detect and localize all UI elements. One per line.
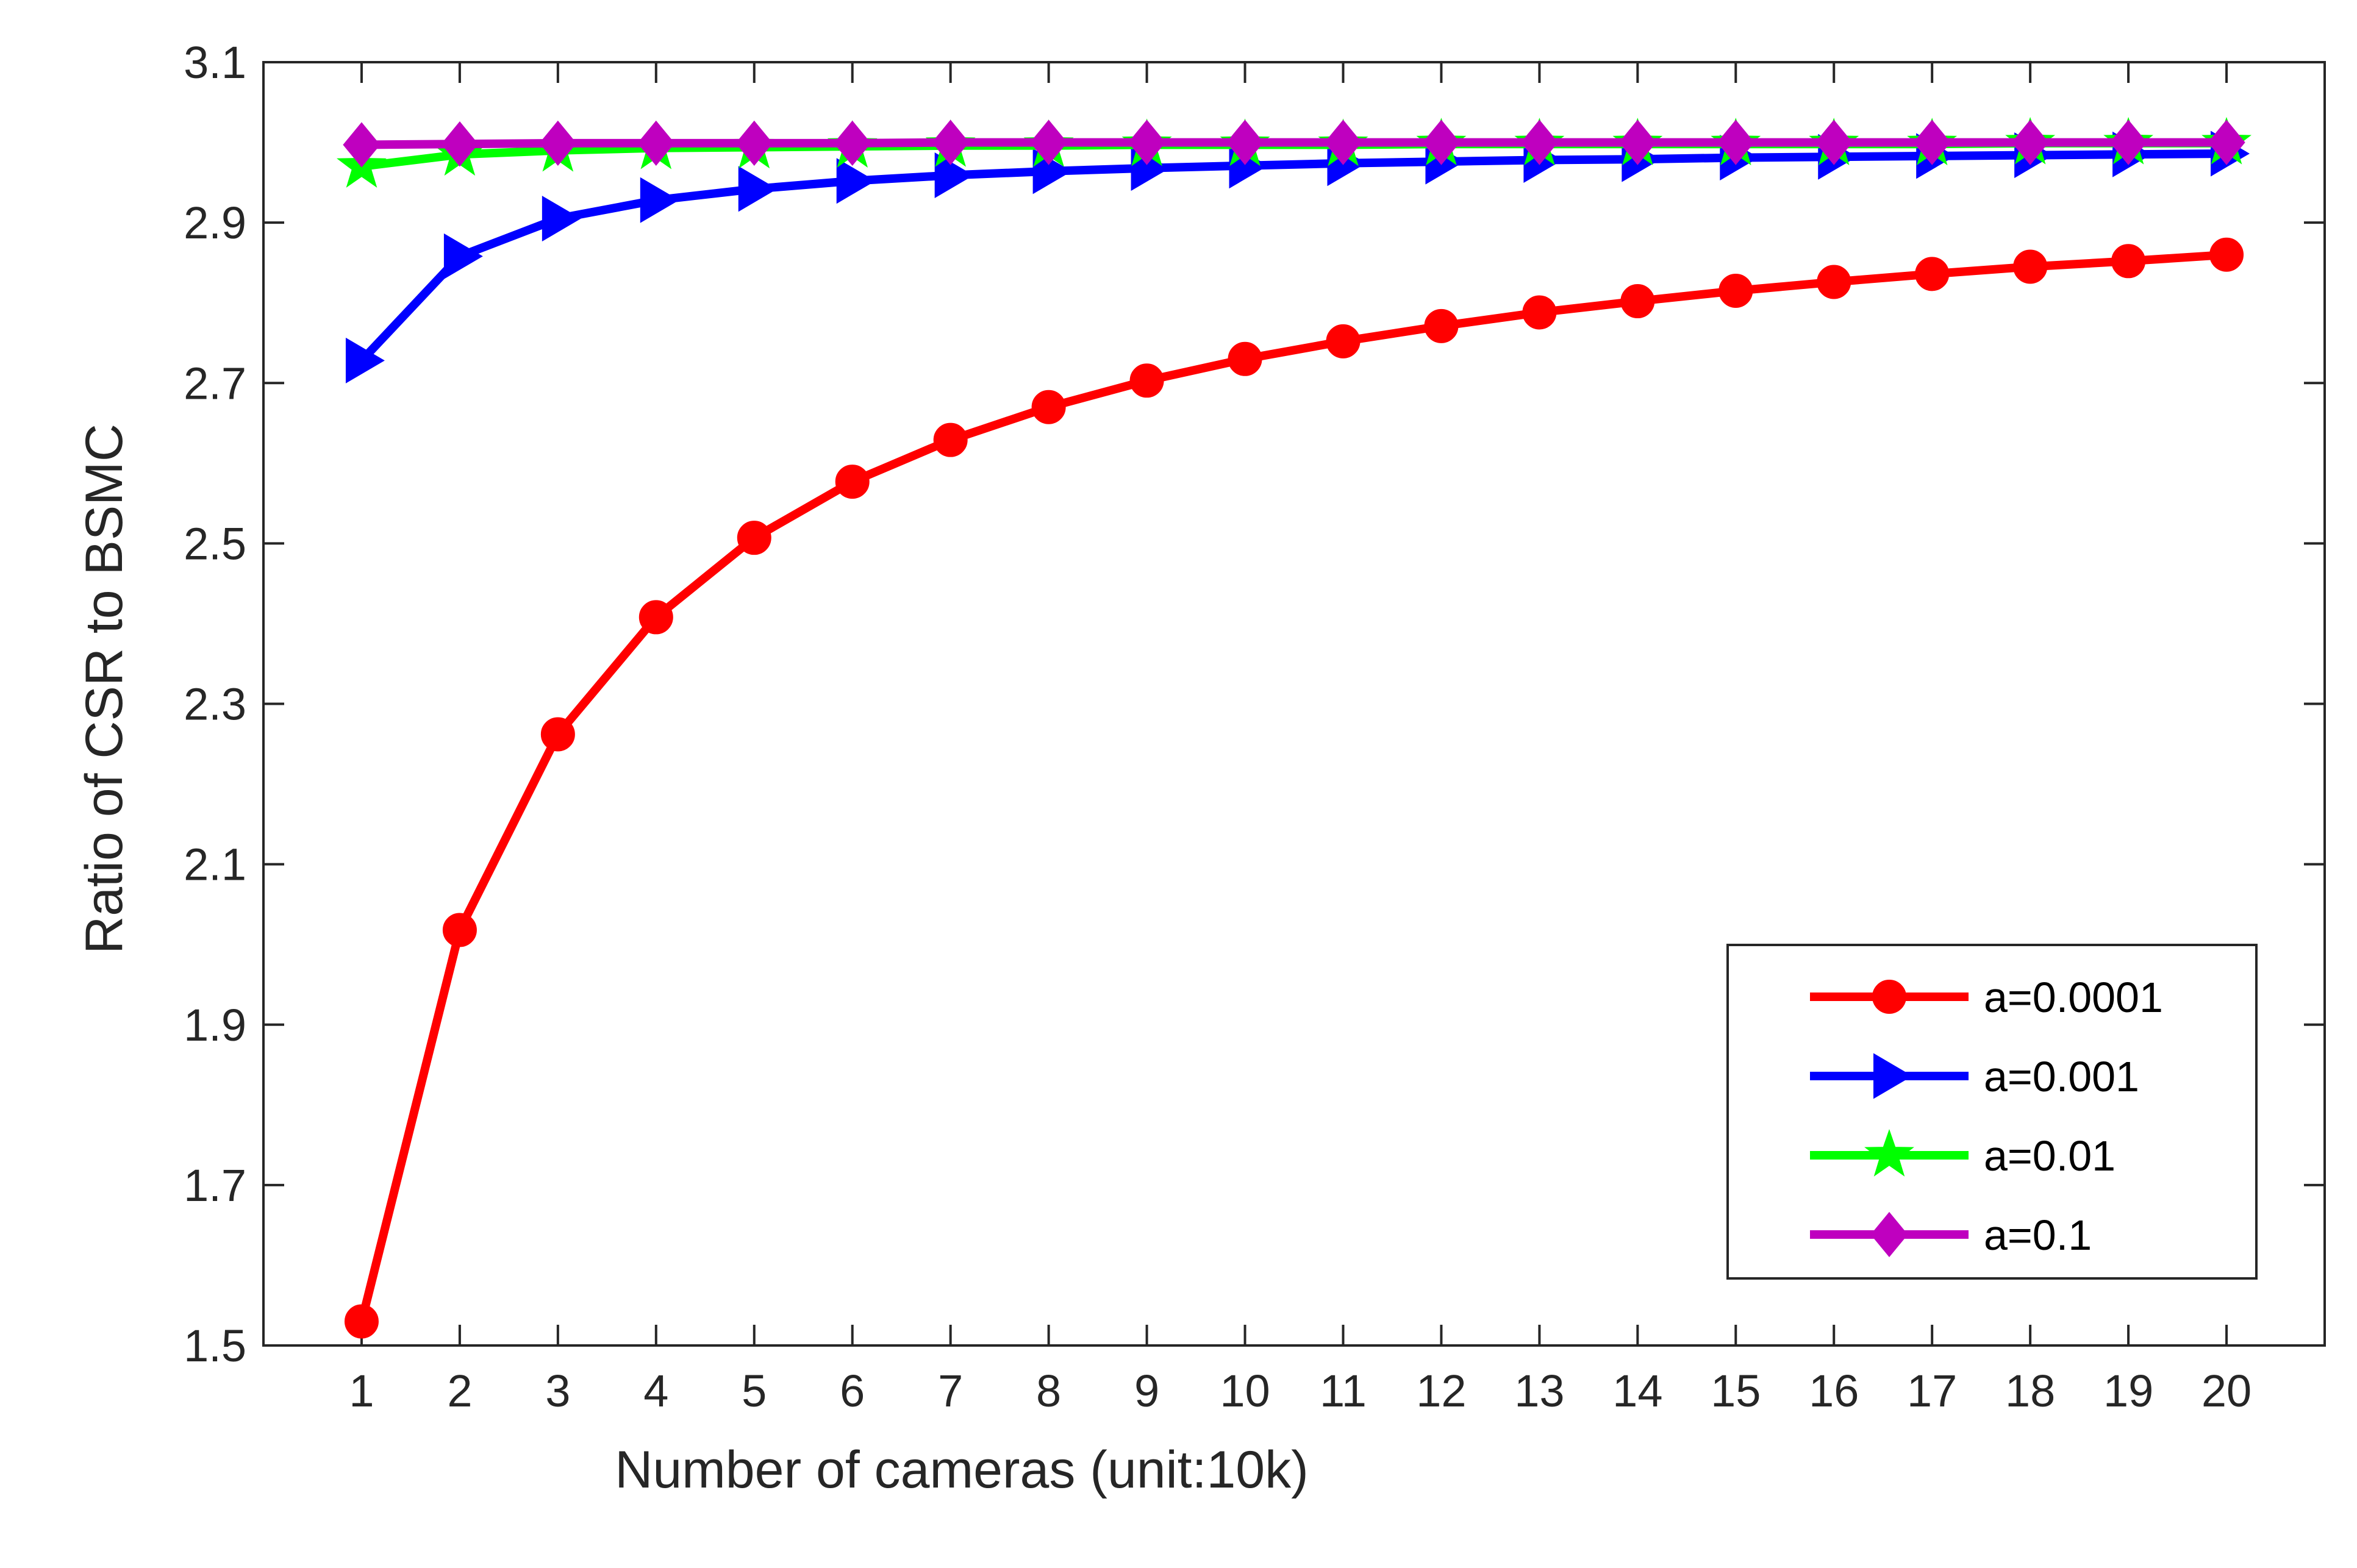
x-tick-label: 8	[1036, 1366, 1061, 1416]
x-tick-label: 16	[1809, 1366, 1859, 1416]
y-tick-label: 2.5	[184, 518, 246, 569]
y-tick-label: 2.9	[184, 198, 246, 248]
data-point-a=0.0001	[344, 1304, 379, 1339]
data-point-a=0.001	[640, 177, 679, 223]
x-tick-label: 19	[2103, 1366, 2153, 1416]
legend-entry: a=0.01	[1810, 1128, 2116, 1180]
data-point-a=0.1	[1030, 119, 1068, 165]
data-point-a=0.0001	[1817, 265, 1851, 299]
y-tick-label: 3.1	[184, 37, 246, 88]
data-point-a=0.1	[343, 122, 381, 168]
data-point-a=0.1	[1422, 119, 1461, 165]
data-point-a=0.1	[1520, 119, 1558, 165]
x-tick-label: 13	[1514, 1366, 1564, 1416]
data-point-a=0.0001	[2209, 237, 2244, 272]
y-tick-label: 1.9	[184, 1000, 246, 1050]
data-point-a=0.1	[932, 119, 970, 165]
data-point-a=0.0001	[1424, 308, 1459, 343]
data-point-a=0.1	[637, 120, 675, 166]
x-tick-label: 17	[1907, 1366, 1957, 1416]
legend-entry: a=0.001	[1810, 1053, 2139, 1100]
data-point-a=0.0001	[737, 521, 771, 555]
legend-marker	[1872, 980, 1906, 1014]
x-tick-label: 6	[840, 1366, 865, 1416]
data-point-a=0.0001	[1031, 390, 1066, 424]
data-point-a=0.1	[1717, 119, 1754, 165]
series-a=0.0001	[344, 237, 2244, 1339]
data-point-a=0.0001	[638, 600, 673, 635]
data-point-a=0.1	[1618, 119, 1656, 165]
x-tick-label: 1	[349, 1366, 374, 1416]
data-point-a=0.0001	[1129, 363, 1164, 398]
x-tick-label: 12	[1416, 1366, 1466, 1416]
data-point-a=0.1	[2208, 119, 2245, 165]
data-point-a=0.0001	[1522, 295, 1557, 330]
y-axis-label: Ratio of CSR to BSMC	[75, 424, 134, 954]
x-tick-label: 4	[643, 1366, 668, 1416]
y-tick-label: 2.7	[184, 358, 246, 408]
data-point-a=0.001	[443, 233, 483, 279]
x-tick-label: 18	[2005, 1366, 2055, 1416]
x-tick-label: 2	[447, 1366, 472, 1416]
data-point-a=0.1	[1815, 119, 1853, 165]
data-point-a=0.1	[834, 120, 871, 166]
data-point-a=0.0001	[2013, 249, 2048, 284]
data-point-a=0.0001	[835, 465, 870, 499]
data-point-a=0.0001	[1228, 341, 1262, 376]
y-tick-label: 2.3	[184, 679, 246, 730]
data-point-a=0.1	[2109, 119, 2147, 165]
data-point-a=0.1	[735, 120, 773, 166]
data-point-a=0.1	[2011, 119, 2049, 165]
legend-marker	[1870, 1211, 1908, 1258]
x-axis-label: Number of cameras (unit:10k)	[615, 1441, 1309, 1499]
legend-entry: a=0.1	[1810, 1211, 2092, 1259]
x-tick-label: 14	[1612, 1366, 1662, 1416]
x-tick-label: 7	[938, 1366, 963, 1416]
data-point-a=0.0001	[442, 913, 477, 947]
data-point-a=0.0001	[540, 717, 575, 752]
legend-label: a=0.0001	[1984, 974, 2163, 1021]
data-point-a=0.0001	[1326, 324, 1361, 358]
legend-marker	[1864, 1128, 1914, 1177]
data-point-a=0.0001	[933, 422, 968, 457]
data-point-a=0.1	[1128, 119, 1166, 165]
data-point-a=0.001	[836, 158, 876, 204]
legend-label: a=0.01	[1984, 1132, 2116, 1180]
data-point-a=0.1	[1913, 119, 1951, 165]
data-point-a=0.001	[934, 152, 974, 198]
data-point-a=0.1	[1324, 119, 1362, 165]
data-point-a=0.1	[1226, 119, 1264, 165]
y-tick-label: 1.7	[184, 1160, 246, 1211]
x-tick-label: 15	[1711, 1366, 1761, 1416]
y-tick-label: 2.1	[184, 839, 246, 890]
legend-entry: a=0.0001	[1810, 974, 2163, 1021]
x-tick-label: 20	[2201, 1366, 2251, 1416]
data-point-a=0.1	[441, 121, 479, 167]
x-tick-label: 9	[1134, 1366, 1159, 1416]
data-point-a=0.0001	[1620, 284, 1655, 319]
y-tick-label: 1.5	[184, 1320, 246, 1371]
legend-marker	[1873, 1053, 1912, 1099]
data-point-a=0.0001	[2111, 244, 2146, 279]
data-point-a=0.0001	[1915, 257, 1950, 291]
legend-label: a=0.1	[1984, 1211, 2092, 1259]
data-point-a=0.0001	[1719, 273, 1753, 308]
x-tick-label: 5	[742, 1366, 767, 1416]
legend-label: a=0.001	[1984, 1053, 2139, 1100]
series-a=0.1	[343, 119, 2245, 168]
data-point-a=0.001	[542, 196, 581, 242]
x-tick-label: 11	[1320, 1366, 1367, 1416]
data-point-a=0.001	[738, 166, 778, 212]
x-tick-label: 3	[545, 1366, 570, 1416]
data-point-a=0.1	[539, 120, 577, 166]
data-point-a=0.001	[345, 337, 385, 383]
x-tick-label: 10	[1220, 1366, 1270, 1416]
